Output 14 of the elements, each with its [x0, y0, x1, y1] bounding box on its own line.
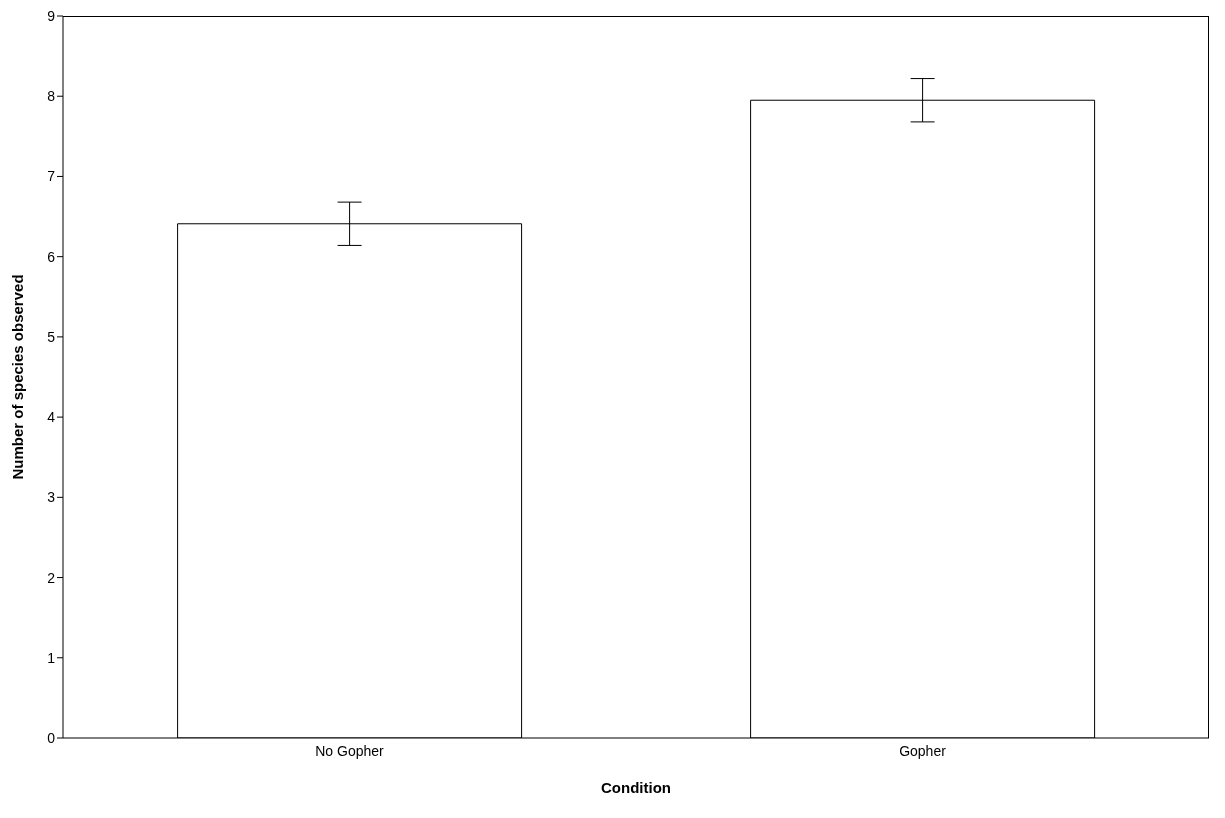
- y-tick-label: 0: [47, 729, 56, 746]
- y-tick-label: 4: [47, 409, 56, 426]
- y-tick-label: 7: [47, 168, 56, 185]
- y-tick-label: 2: [47, 569, 56, 586]
- y-tick-label: 6: [47, 248, 56, 265]
- x-tick-label: Gopher: [899, 742, 947, 759]
- y-tick-label: 3: [47, 489, 56, 506]
- x-axis-title: Condition: [601, 779, 671, 796]
- y-tick-label: 5: [47, 328, 56, 345]
- x-tick-label: No Gopher: [315, 742, 385, 759]
- y-tick-label: 1: [47, 649, 56, 666]
- y-tick-label: 8: [47, 88, 56, 105]
- y-tick-label: 9: [47, 7, 56, 24]
- y-axis-title: Number of species observed: [9, 274, 27, 480]
